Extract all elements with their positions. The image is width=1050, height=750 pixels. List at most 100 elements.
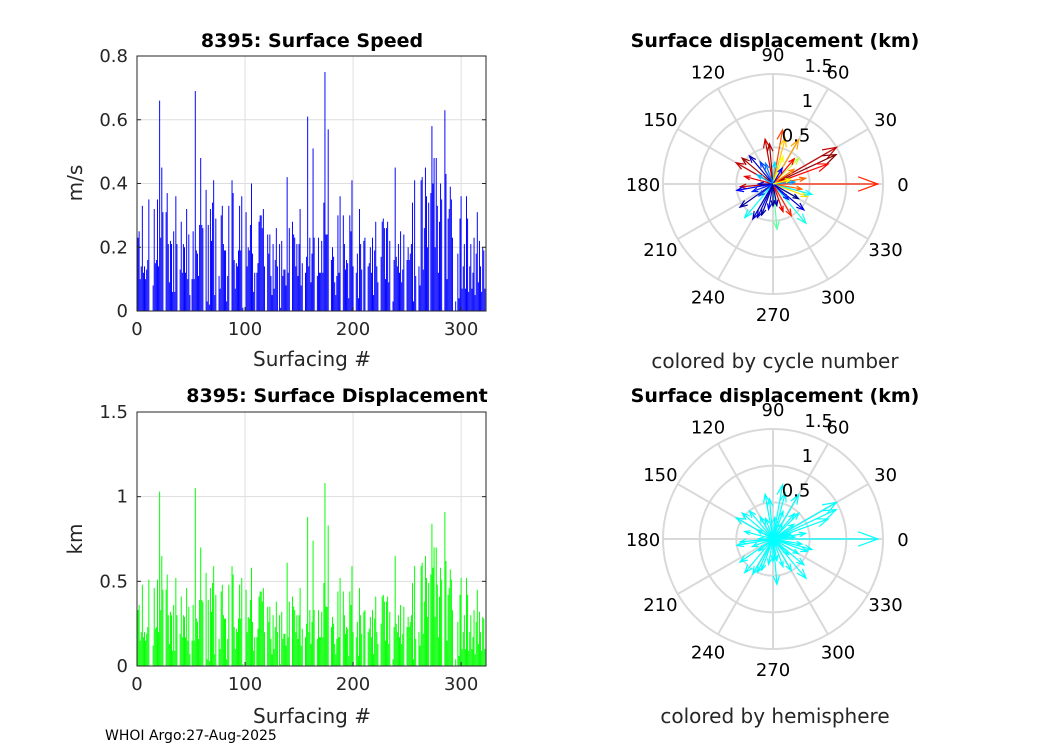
bar [199, 599, 201, 666]
angle-label: 210 [643, 240, 677, 261]
displacement-arrow [767, 183, 774, 210]
bar [484, 649, 486, 666]
angle-label: 300 [821, 643, 855, 664]
arrow-head [764, 516, 770, 525]
arrow-head [751, 565, 760, 576]
displacement-arrow [772, 183, 807, 224]
bar [336, 275, 338, 311]
displacement-arrow [772, 156, 784, 185]
bar [395, 256, 397, 311]
bar [372, 237, 373, 311]
bar [407, 616, 409, 666]
bar [368, 628, 370, 666]
displacement-arrow [772, 162, 776, 185]
bar [467, 594, 469, 666]
bar [375, 596, 377, 666]
displacement-arrow [764, 163, 774, 185]
bar [247, 616, 249, 666]
bar [457, 253, 459, 311]
bar [338, 637, 340, 666]
bar [198, 275, 200, 311]
displacement-arrow [772, 183, 778, 206]
bar [174, 291, 176, 311]
bar [372, 610, 373, 666]
displacement-bar-chart: 8395: Surface Displacement km Surfacing … [63, 385, 488, 728]
bar [209, 209, 211, 311]
bar [364, 610, 366, 666]
bar [448, 588, 450, 666]
chart-subtitle: colored by cycle number [651, 349, 899, 373]
bar [144, 266, 145, 311]
bar [159, 491, 161, 666]
arrow-head [785, 208, 793, 218]
arrow-head [742, 175, 751, 181]
bar [279, 244, 281, 311]
arrow-head [772, 575, 780, 587]
bar [148, 199, 150, 311]
bar [211, 240, 212, 311]
bar [440, 567, 442, 666]
bar [305, 637, 306, 666]
bar [483, 250, 485, 311]
chart-title: 8395: Surface Displacement [186, 385, 488, 407]
bar [471, 288, 473, 311]
angle-label: 120 [691, 417, 725, 438]
displacement-arrow [764, 139, 774, 185]
arrow-head [766, 203, 773, 211]
bar [369, 247, 371, 311]
bar [441, 579, 443, 666]
bar [260, 215, 262, 311]
bar [426, 196, 428, 311]
x-tick-label: 100 [228, 674, 262, 695]
angle-label: 120 [691, 62, 725, 83]
arrow-head [738, 183, 747, 190]
bar [473, 610, 475, 666]
bar [332, 616, 334, 666]
bar [269, 234, 271, 311]
arrow-head [738, 200, 748, 209]
bar [478, 240, 480, 311]
bar [422, 269, 424, 311]
bar [394, 555, 396, 666]
arrow-head [770, 200, 776, 208]
bar [256, 272, 258, 311]
y-tick-label: 0.5 [99, 571, 128, 592]
bar [172, 650, 174, 666]
bar [271, 295, 273, 311]
displacement-arrow [767, 538, 774, 565]
bar [139, 640, 141, 666]
bar [396, 266, 398, 311]
bar [455, 659, 457, 666]
bar [322, 272, 324, 311]
arrow-head [759, 515, 766, 523]
bar [463, 615, 465, 666]
bar [381, 596, 383, 666]
bar [327, 129, 329, 311]
bar [307, 116, 309, 311]
arrow-head [776, 128, 786, 141]
bar [342, 591, 344, 666]
bar [258, 596, 260, 666]
displacement-arrow [772, 129, 784, 185]
bar [146, 633, 148, 666]
arrow-head [738, 555, 748, 564]
bar [228, 205, 230, 311]
bar [152, 285, 154, 311]
bar [361, 269, 363, 311]
bar [205, 189, 207, 311]
bar [402, 269, 404, 311]
bar [283, 633, 285, 666]
bar [367, 632, 369, 666]
bar [311, 621, 313, 666]
bar [449, 186, 451, 311]
bar [233, 260, 235, 311]
bar [451, 610, 453, 666]
bar [469, 632, 471, 666]
y-tick-label: 1.5 [99, 402, 128, 423]
bar [154, 628, 156, 666]
arrow-head [857, 176, 880, 192]
bar [206, 301, 208, 311]
bar [388, 643, 390, 666]
bar [246, 632, 248, 666]
bar [480, 632, 482, 666]
